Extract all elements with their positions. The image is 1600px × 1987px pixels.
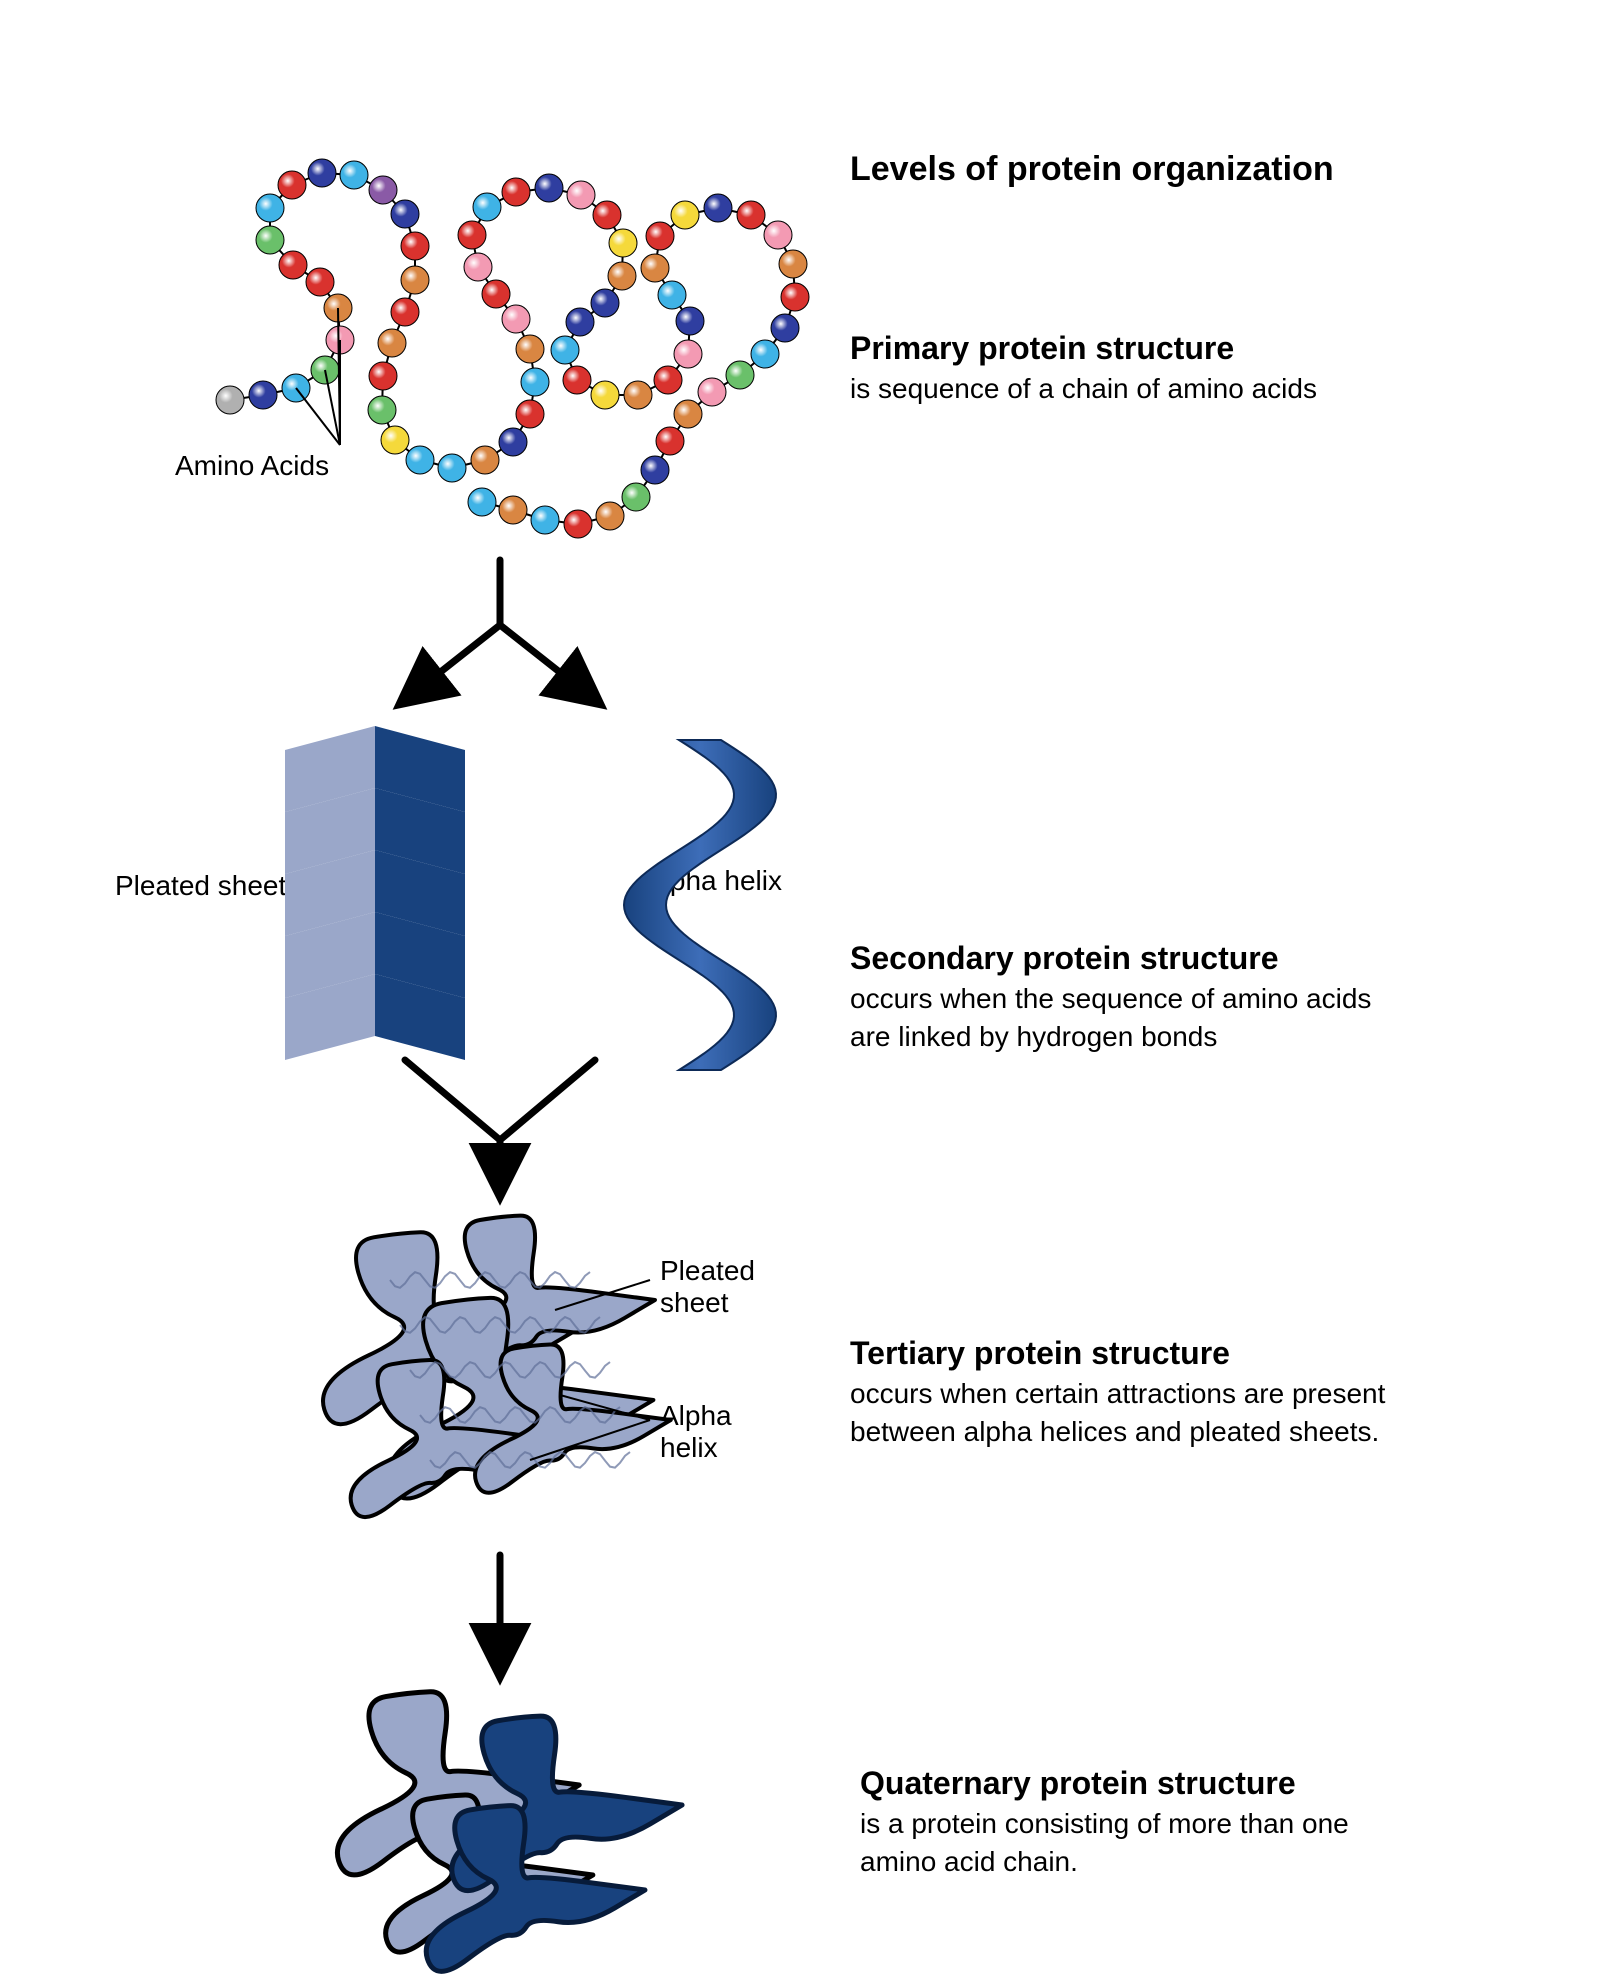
primary-chain (216, 159, 809, 538)
alpha-helix-shape (624, 740, 776, 1070)
tertiary-shape (323, 1216, 671, 1517)
diagram-canvas (0, 0, 1600, 1987)
quaternary-shape (337, 1692, 682, 1972)
pleated-sheet-shape (285, 726, 465, 1060)
arrows (405, 560, 595, 1670)
